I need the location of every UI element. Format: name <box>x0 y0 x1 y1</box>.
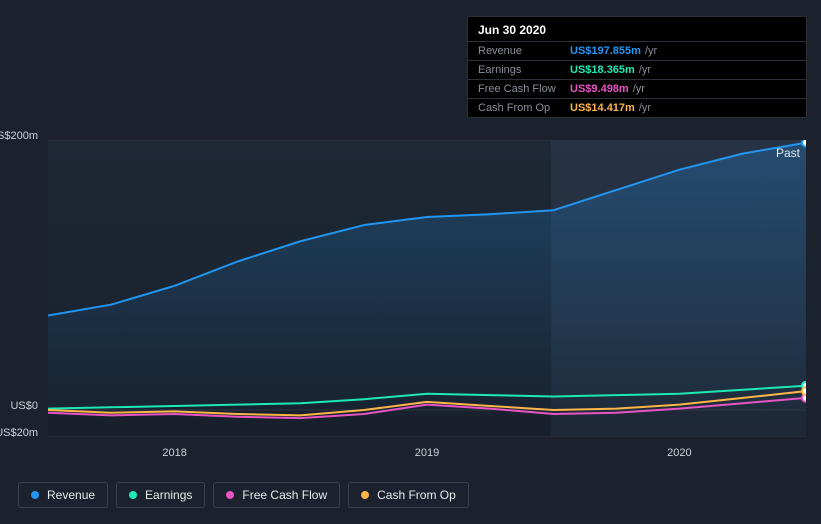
chart-legend: Revenue Earnings Free Cash Flow Cash From O… <box>18 482 469 508</box>
legend-item-label: Free Cash Flow <box>242 488 327 502</box>
tooltip-row: Revenue US$197.855m /yr <box>468 41 806 60</box>
tooltip-row-label: Free Cash Flow <box>478 83 570 95</box>
legend-item[interactable]: Free Cash Flow <box>213 482 340 508</box>
x-axis-tick: 2018 <box>162 447 186 459</box>
legend-item[interactable]: Earnings <box>116 482 205 508</box>
tooltip-row-unit: /yr <box>639 64 651 76</box>
y-axis-tick: -US$20m <box>0 427 44 439</box>
legend-item[interactable]: Revenue <box>18 482 108 508</box>
legend-item[interactable]: Cash From Op <box>348 482 469 508</box>
tooltip-row: Earnings US$18.365m /yr <box>468 60 806 79</box>
legend-dot-icon <box>361 491 369 499</box>
tooltip-row-value: US$9.498m <box>570 83 629 95</box>
tooltip-row-unit: /yr <box>639 102 651 114</box>
tooltip-row-value: US$18.365m <box>570 64 635 76</box>
legend-dot-icon <box>31 491 39 499</box>
legend-item-label: Earnings <box>145 488 192 502</box>
tooltip-title: Jun 30 2020 <box>468 23 806 41</box>
x-axis-tick: 2019 <box>415 447 439 459</box>
y-axis-tick: US$200m <box>0 130 44 142</box>
tooltip-row-label: Cash From Op <box>478 102 570 114</box>
legend-dot-icon <box>129 491 137 499</box>
legend-item-label: Revenue <box>47 488 95 502</box>
tooltip-row-unit: /yr <box>645 45 657 57</box>
tooltip-row-label: Revenue <box>478 45 570 57</box>
past-label: Past <box>776 146 800 160</box>
tooltip-row-value: US$197.855m <box>570 45 641 57</box>
tooltip-row-label: Earnings <box>478 64 570 76</box>
legend-item-label: Cash From Op <box>377 488 456 502</box>
tooltip-row-unit: /yr <box>633 83 645 95</box>
x-axis-tick: 2020 <box>667 447 691 459</box>
tooltip-row: Cash From Op US$14.417m /yr <box>468 98 806 117</box>
legend-dot-icon <box>226 491 234 499</box>
chart-tooltip: Jun 30 2020 Revenue US$197.855m /yr Earn… <box>467 16 807 118</box>
chart-plot-area[interactable] <box>48 140 806 437</box>
y-axis-tick: US$0 <box>0 400 44 412</box>
tooltip-row-value: US$14.417m <box>570 102 635 114</box>
tooltip-row: Free Cash Flow US$9.498m /yr <box>468 79 806 98</box>
